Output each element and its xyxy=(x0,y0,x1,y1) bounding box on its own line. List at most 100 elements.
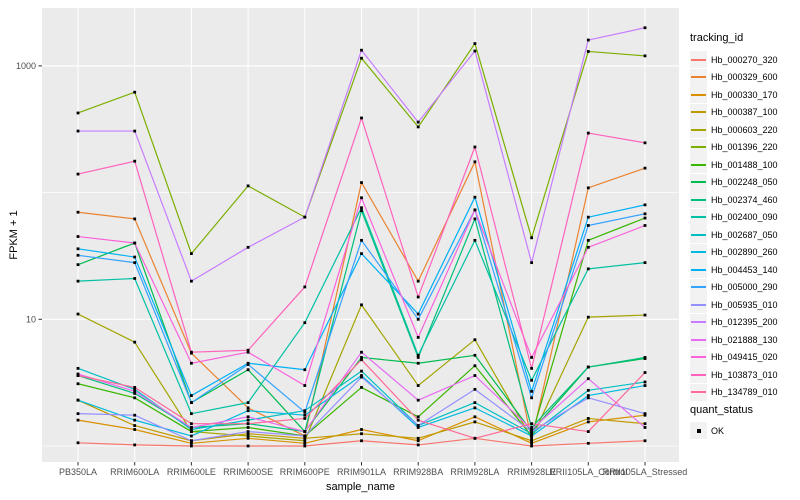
data-point xyxy=(416,424,420,427)
legend-item-Hb_004453_140: Hb_004453_140 xyxy=(690,261,800,279)
data-point xyxy=(190,434,193,438)
legend-key-line xyxy=(691,391,706,394)
data-point xyxy=(303,441,307,445)
data-point xyxy=(416,426,420,429)
legend-item-label: Hb_005000_290 xyxy=(711,282,778,293)
data-point xyxy=(643,380,647,384)
legend-key-line xyxy=(691,373,706,376)
black-square-point-icon xyxy=(696,428,701,433)
data-point xyxy=(246,434,250,438)
data-point xyxy=(360,181,363,184)
data-point xyxy=(586,420,590,424)
data-point xyxy=(246,444,250,448)
data-point xyxy=(360,56,363,60)
data-point xyxy=(133,241,137,245)
data-point xyxy=(246,422,250,426)
legend-key-swatch xyxy=(690,173,707,191)
data-point xyxy=(360,209,363,213)
data-point xyxy=(586,215,590,219)
data-point xyxy=(586,245,590,249)
legend-key-swatch xyxy=(690,296,707,314)
legend-key-line xyxy=(691,286,706,289)
data-point xyxy=(190,279,193,283)
legend-key-line xyxy=(691,111,706,114)
legend-key-line xyxy=(691,216,706,219)
legend: tracking_id Hb_000270_320 Hb_000329_600 Hb… xyxy=(688,0,800,500)
data-point xyxy=(530,389,533,393)
data-point xyxy=(246,245,250,249)
legend-item-label: Hb_103873_010 xyxy=(711,369,778,380)
legend-item-label: Hb_004453_140 xyxy=(711,264,778,275)
legend-key-line xyxy=(691,268,706,271)
legend-key-line xyxy=(691,76,706,79)
data-point xyxy=(133,90,137,94)
legend-key-swatch xyxy=(690,121,707,139)
legend-item-Hb_000329_600: Hb_000329_600 xyxy=(690,68,800,87)
data-point xyxy=(360,356,363,359)
data-point xyxy=(473,160,477,164)
data-point xyxy=(133,389,137,393)
legend-key-swatch xyxy=(690,156,707,174)
legend-key-line xyxy=(691,181,706,184)
legend-item-label: Hb_000270_320 xyxy=(711,54,778,65)
legend-key-swatch xyxy=(690,383,707,401)
y-tick-label: 10 xyxy=(26,314,36,324)
data-point xyxy=(360,439,363,443)
data-point xyxy=(76,263,80,267)
data-point xyxy=(473,145,477,149)
data-point xyxy=(76,253,80,257)
legend-item-Hb_000330_170: Hb_000330_170 xyxy=(690,86,800,104)
data-point xyxy=(303,321,307,325)
data-point xyxy=(643,216,647,220)
data-point xyxy=(473,208,477,212)
data-point xyxy=(246,415,250,419)
data-point xyxy=(133,255,137,259)
data-point xyxy=(76,172,80,176)
data-point xyxy=(473,406,477,410)
data-point xyxy=(76,279,80,283)
data-point xyxy=(643,141,647,145)
data-point xyxy=(416,436,420,440)
data-point xyxy=(133,387,137,391)
legend-item-label: Hb_002248_050 xyxy=(711,177,778,188)
legend-key-swatch xyxy=(690,208,707,226)
legend-key-line xyxy=(691,251,706,254)
legend-key-line xyxy=(691,146,706,149)
data-point xyxy=(76,235,80,238)
x-tick-label: RRIM901LA xyxy=(337,467,386,477)
data-point xyxy=(246,409,250,413)
data-point xyxy=(473,338,477,342)
data-point xyxy=(246,363,250,366)
data-point xyxy=(586,131,590,135)
legend-item-Hb_134789_010: Hb_134789_010 xyxy=(690,383,800,402)
data-point xyxy=(643,203,647,207)
data-point xyxy=(190,394,193,397)
legend-key-swatch xyxy=(690,348,707,366)
data-point xyxy=(360,303,363,307)
legend-key-swatch xyxy=(690,422,707,440)
legend-item-label: Hb_002890_260 xyxy=(711,247,778,258)
legend-key-swatch xyxy=(690,68,707,86)
data-point xyxy=(76,372,80,376)
data-point xyxy=(586,224,590,227)
legend-key-swatch xyxy=(690,191,707,209)
data-point xyxy=(473,238,477,242)
data-point xyxy=(360,238,363,242)
data-point xyxy=(530,439,533,443)
data-point xyxy=(133,277,137,280)
data-point xyxy=(416,443,420,447)
legend-key-line xyxy=(691,93,706,96)
data-point xyxy=(473,353,477,357)
data-point xyxy=(643,26,647,30)
data-point xyxy=(416,125,420,129)
data-point xyxy=(76,366,80,370)
legend-item-Hb_002687_050: Hb_002687_050 xyxy=(690,226,800,244)
data-point xyxy=(76,210,80,214)
data-point xyxy=(586,267,590,271)
data-point xyxy=(530,428,533,431)
data-point xyxy=(643,413,647,417)
data-point xyxy=(643,261,647,265)
x-tick-label: RRIM600LA xyxy=(110,467,159,477)
legend-item-label: Hb_021888_130 xyxy=(711,334,778,345)
data-point xyxy=(246,436,250,440)
